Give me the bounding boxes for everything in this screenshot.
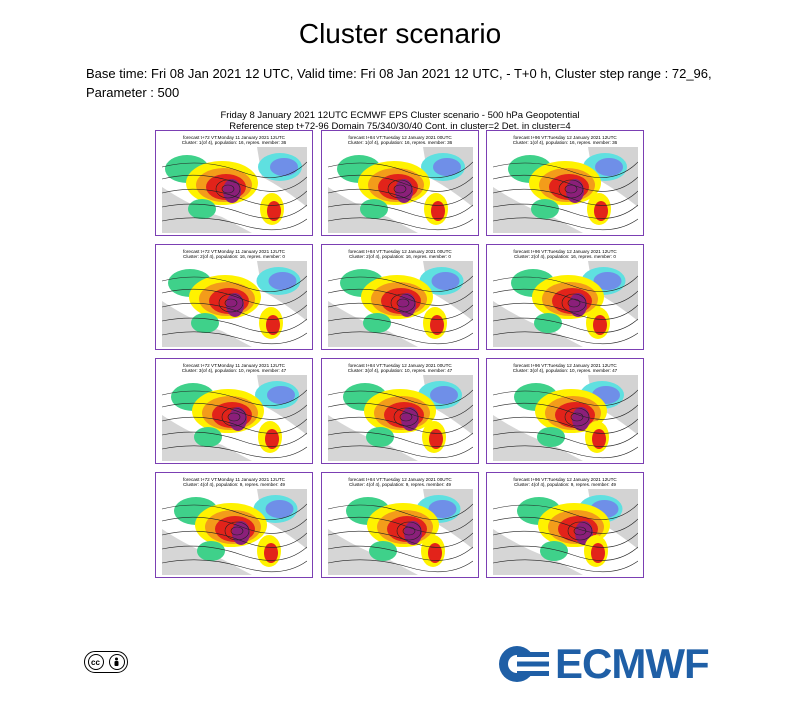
panel-cluster-label: Cluster: 1(of 4), population: 16, repres… xyxy=(512,140,618,146)
panel-cluster-label: Cluster: 2(of 4), population: 16, repres… xyxy=(349,254,451,260)
panel-forecast-label: forecast t+84 VT:Tuesday 12 January 2021… xyxy=(348,477,452,482)
geopotential-map xyxy=(162,489,307,575)
cluster-panel: forecast t+72 VT:Monday 11 January 2021 … xyxy=(155,244,313,350)
cluster-panel: forecast t+96 VT:Tuesday 12 January 2021… xyxy=(486,472,644,578)
cluster-panel: forecast t+72 VT:Monday 11 January 2021 … xyxy=(155,130,313,236)
panel-caption: forecast t+72 VT:Monday 11 January 2021 … xyxy=(156,363,312,374)
panel-forecast-label: forecast t+84 VT:Tuesday 12 January 2021… xyxy=(348,135,452,140)
panel-caption: forecast t+84 VT:Tuesday 12 January 2021… xyxy=(322,363,478,374)
panel-cluster-label: Cluster: 3(of 4), population: 10, repres… xyxy=(181,368,287,374)
panel-forecast-label: forecast t+96 VT:Tuesday 12 January 2021… xyxy=(513,477,617,482)
panel-forecast-label: forecast t+84 VT:Tuesday 12 January 2021… xyxy=(348,363,452,368)
ecmwf-logo-icon xyxy=(499,646,549,682)
figure-title: Friday 8 January 2021 12UTC ECMWF EPS Cl… xyxy=(150,110,650,132)
panel-caption: forecast t+96 VT:Tuesday 12 January 2021… xyxy=(487,363,643,374)
panel-forecast-label: forecast t+72 VT:Monday 11 January 2021 … xyxy=(183,477,285,482)
panel-caption: forecast t+96 VT:Tuesday 12 January 2021… xyxy=(487,249,643,260)
panel-forecast-label: forecast t+72 VT:Monday 11 January 2021 … xyxy=(183,249,285,254)
cluster-panel: forecast t+72 VT:Monday 11 January 2021 … xyxy=(155,472,313,578)
cc-license-icon: cc xyxy=(84,651,128,673)
panel-caption: forecast t+72 VT:Monday 11 January 2021 … xyxy=(156,135,312,146)
panel-cluster-label: Cluster: 3(of 4), population: 10, repres… xyxy=(512,368,618,374)
panel-caption: forecast t+84 VT:Tuesday 12 January 2021… xyxy=(322,477,478,488)
attribution-person-icon xyxy=(108,654,125,670)
panel-cluster-label: Cluster: 2(of 4), population: 16, repres… xyxy=(183,254,285,260)
panel-cluster-label: Cluster: 4(of 4), population: 9, repres.… xyxy=(183,482,285,488)
panel-cluster-label: Cluster: 1(of 4), population: 16, repres… xyxy=(181,140,287,146)
cluster-panel-grid: forecast t+72 VT:Monday 11 January 2021 … xyxy=(155,130,645,580)
panel-forecast-label: forecast t+96 VT:Tuesday 12 January 2021… xyxy=(513,249,617,254)
cluster-panel: forecast t+96 VT:Tuesday 12 January 2021… xyxy=(486,244,644,350)
panel-caption: forecast t+84 VT:Tuesday 12 January 2021… xyxy=(322,135,478,146)
geopotential-map xyxy=(328,261,473,347)
panel-caption: forecast t+72 VT:Monday 11 January 2021 … xyxy=(156,249,312,260)
panel-forecast-label: forecast t+96 VT:Tuesday 12 January 2021… xyxy=(513,135,617,140)
panel-cluster-label: Cluster: 3(of 4), population: 10, repres… xyxy=(347,368,453,374)
panel-forecast-label: forecast t+72 VT:Monday 11 January 2021 … xyxy=(183,363,285,368)
geopotential-map xyxy=(328,147,473,233)
panel-forecast-label: forecast t+84 VT:Tuesday 12 January 2021… xyxy=(348,249,452,254)
panel-caption: forecast t+72 VT:Monday 11 January 2021 … xyxy=(156,477,312,488)
panel-cluster-label: Cluster: 4(of 4), population: 9, repres.… xyxy=(349,482,451,488)
base-time-info: Base time: Fri 08 Jan 2021 12 UTC, Valid… xyxy=(86,66,712,100)
geopotential-map xyxy=(162,147,307,233)
cluster-panel: forecast t+84 VT:Tuesday 12 January 2021… xyxy=(321,358,479,464)
cluster-panel: forecast t+84 VT:Tuesday 12 January 2021… xyxy=(321,244,479,350)
panel-caption: forecast t+96 VT:Tuesday 12 January 2021… xyxy=(487,477,643,488)
cluster-panel: forecast t+72 VT:Monday 11 January 2021 … xyxy=(155,358,313,464)
ecmwf-logo-text: ECMWF xyxy=(555,640,710,687)
panel-cluster-label: Cluster: 4(of 4), population: 9, repres.… xyxy=(514,482,616,488)
geopotential-map xyxy=(493,375,638,461)
cluster-panel: forecast t+96 VT:Tuesday 12 January 2021… xyxy=(486,358,644,464)
figure-title-line-1: Friday 8 January 2021 12UTC ECMWF EPS Cl… xyxy=(220,110,580,121)
geopotential-map xyxy=(493,261,638,347)
geopotential-map xyxy=(162,261,307,347)
panel-forecast-label: forecast t+96 VT:Tuesday 12 January 2021… xyxy=(513,363,617,368)
figure-title-line-2: Reference step t+72-96 Domain 75/340/30/… xyxy=(229,121,571,132)
panel-forecast-label: forecast t+72 VT:Monday 11 January 2021 … xyxy=(183,135,285,140)
panel-cluster-label: Cluster: 2(of 4), population: 16, repres… xyxy=(514,254,616,260)
geopotential-map xyxy=(493,489,638,575)
panel-caption: forecast t+84 VT:Tuesday 12 January 2021… xyxy=(322,249,478,260)
cluster-panel: forecast t+96 VT:Tuesday 12 January 2021… xyxy=(486,130,644,236)
geopotential-map xyxy=(328,375,473,461)
geopotential-map xyxy=(328,489,473,575)
cc-circle-icon: cc xyxy=(87,654,104,670)
page-title: Cluster scenario xyxy=(298,18,502,49)
geopotential-map xyxy=(162,375,307,461)
cluster-panel: forecast t+84 VT:Tuesday 12 January 2021… xyxy=(321,130,479,236)
panel-cluster-label: Cluster: 1(of 4), population: 16, repres… xyxy=(347,140,453,146)
cluster-panel: forecast t+84 VT:Tuesday 12 January 2021… xyxy=(321,472,479,578)
ecmwf-logo: ECMWF xyxy=(497,640,710,687)
geopotential-map xyxy=(493,147,638,233)
panel-caption: forecast t+96 VT:Tuesday 12 January 2021… xyxy=(487,135,643,146)
